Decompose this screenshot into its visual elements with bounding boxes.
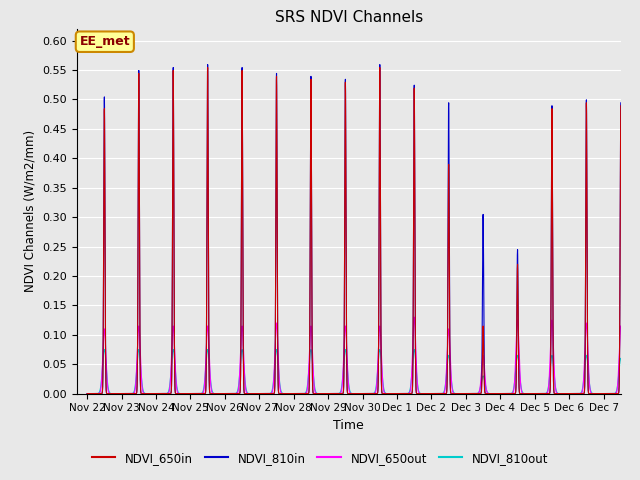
Title: SRS NDVI Channels: SRS NDVI Channels (275, 10, 423, 25)
Y-axis label: NDVI Channels (W/m2/mm): NDVI Channels (W/m2/mm) (24, 130, 36, 292)
Legend: NDVI_650in, NDVI_810in, NDVI_650out, NDVI_810out: NDVI_650in, NDVI_810in, NDVI_650out, NDV… (87, 447, 553, 469)
X-axis label: Time: Time (333, 419, 364, 432)
Text: EE_met: EE_met (79, 35, 130, 48)
